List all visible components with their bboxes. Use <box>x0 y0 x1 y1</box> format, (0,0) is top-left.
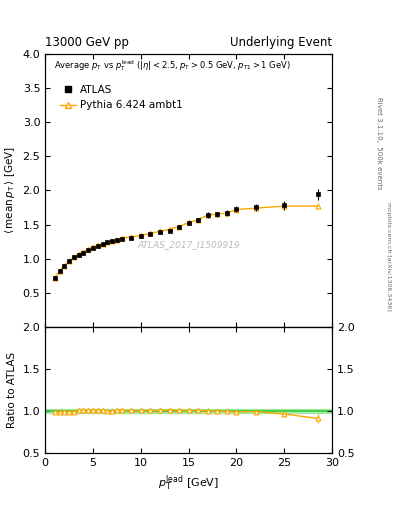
Text: mcplots.cern.ch [arXiv:1306.3436]: mcplots.cern.ch [arXiv:1306.3436] <box>386 202 391 310</box>
Text: Average $p_\mathrm{T}$ vs $p_\mathrm{T}^\mathrm{lead}$ ($|\eta| < 2.5$, $p_\math: Average $p_\mathrm{T}$ vs $p_\mathrm{T}^… <box>54 58 291 73</box>
Bar <box>45 410 332 413</box>
Y-axis label: $\langle\,\mathrm{mean}\,p_\mathrm{T}\,\rangle$ [GeV]: $\langle\,\mathrm{mean}\,p_\mathrm{T}\,\… <box>3 146 17 234</box>
Legend: ATLAS, Pythia 6.424 ambt1: ATLAS, Pythia 6.424 ambt1 <box>56 81 187 114</box>
Text: Rivet 3.1.10,  500k events: Rivet 3.1.10, 500k events <box>376 97 382 189</box>
X-axis label: $p_\mathrm{T}^\mathrm{lead}$ [GeV]: $p_\mathrm{T}^\mathrm{lead}$ [GeV] <box>158 474 219 493</box>
Y-axis label: Ratio to ATLAS: Ratio to ATLAS <box>7 352 17 428</box>
Text: Underlying Event: Underlying Event <box>230 36 332 49</box>
Text: 13000 GeV pp: 13000 GeV pp <box>45 36 129 49</box>
Text: ATLAS_2017_I1509919: ATLAS_2017_I1509919 <box>137 241 240 249</box>
